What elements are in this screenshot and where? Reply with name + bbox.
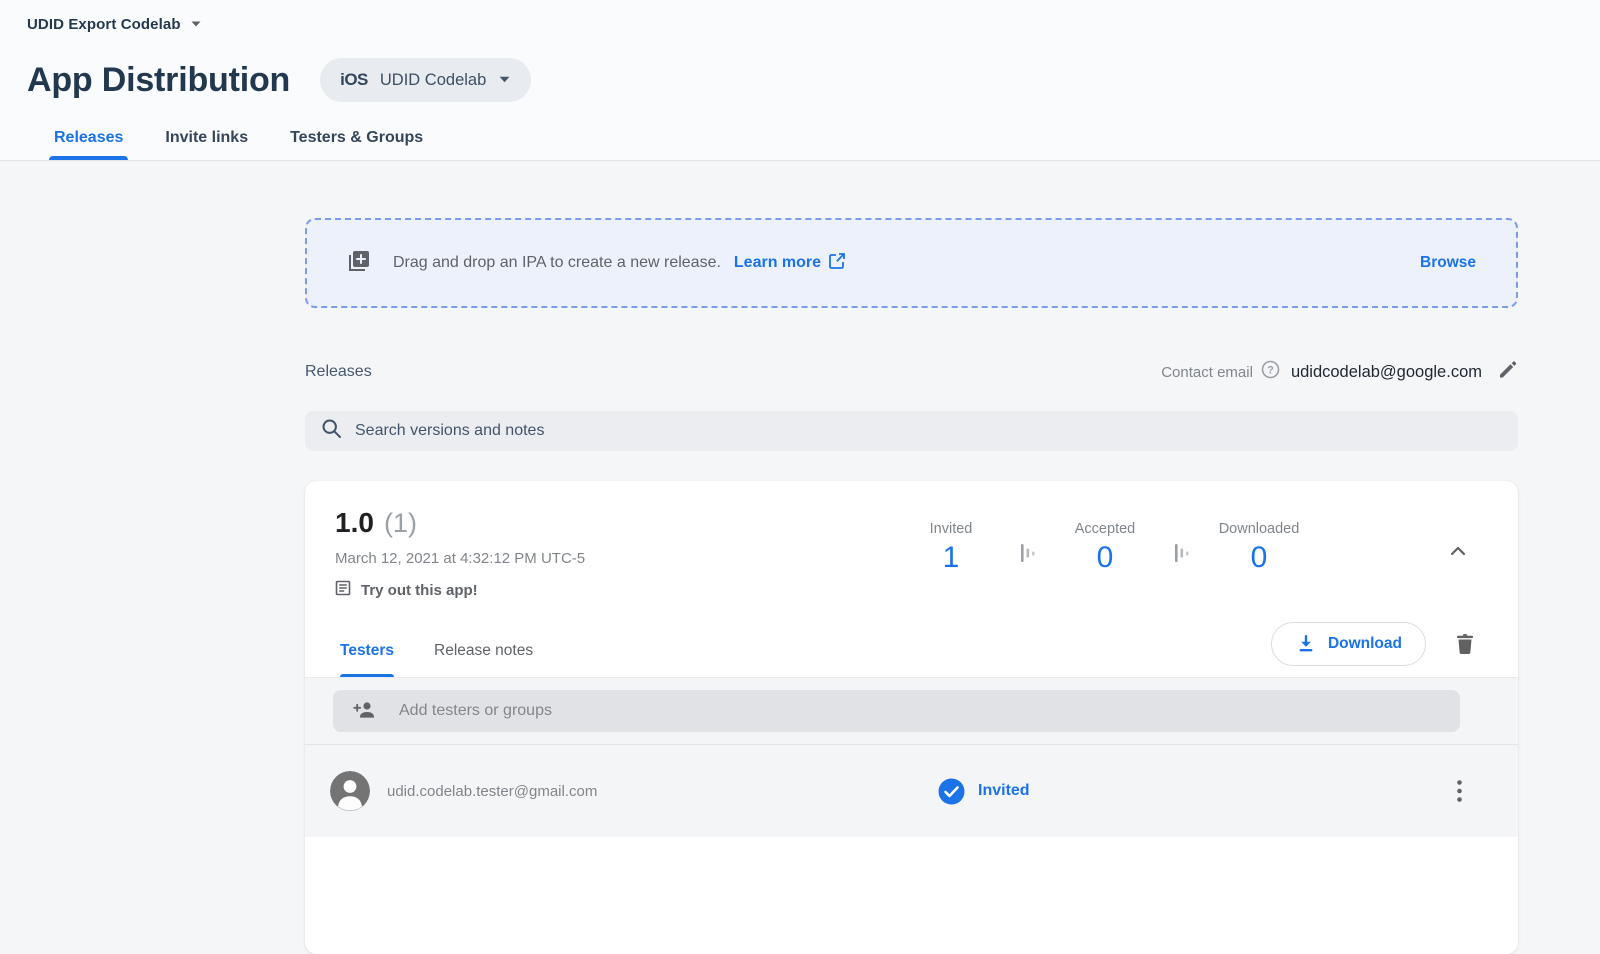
release-stats: Invited 1 Accepted 0 <box>905 521 1305 575</box>
release-build-count: (1) <box>383 508 417 538</box>
ipa-drop-zone[interactable]: Drag and drop an IPA to create a new rel… <box>305 218 1518 308</box>
learn-more-link[interactable]: Learn more <box>734 252 846 275</box>
download-icon <box>1295 633 1317 655</box>
release-version: 1.0 <box>335 507 374 538</box>
contact-email-value: udidcodelab@google.com <box>1290 362 1482 381</box>
search-input[interactable] <box>355 422 1255 440</box>
add-testers-input[interactable] <box>399 702 1199 720</box>
search-icon <box>321 418 342 444</box>
tester-email: udid.codelab.tester@gmail.com <box>387 782 598 800</box>
funnel-icon <box>1020 541 1036 570</box>
release-notes-icon <box>335 580 351 600</box>
release-notes-preview: Try out this app! <box>361 581 478 599</box>
release-tab-bar: Testers Release notes Download <box>305 622 1518 678</box>
download-label: Download <box>1327 635 1402 652</box>
help-icon[interactable]: ? <box>1261 360 1280 384</box>
page-title: App Distribution <box>27 60 291 99</box>
stat-value: 1 <box>942 541 960 574</box>
stat-downloaded: Downloaded 0 <box>1213 521 1305 575</box>
app-selector[interactable]: iOS UDID Codelab <box>320 58 532 102</box>
stat-label: Downloaded <box>1218 521 1300 537</box>
stat-invited: Invited 1 <box>905 521 997 575</box>
stat-label: Invited <box>929 521 973 537</box>
search-bar[interactable] <box>305 411 1518 451</box>
open-in-new-icon <box>828 252 846 275</box>
stat-accepted: Accepted 0 <box>1059 521 1151 575</box>
ios-platform-icon: iOS <box>340 70 368 89</box>
svg-text:?: ? <box>1267 364 1274 376</box>
tab-release-notes[interactable]: Release notes <box>434 642 534 659</box>
collapse-release-button[interactable] <box>1446 539 1470 568</box>
tester-row[interactable]: udid.codelab.tester@gmail.com Invited <box>305 744 1518 837</box>
release-card: 1.0 (1) March 12, 2021 at 4:32:12 PM UTC… <box>305 481 1518 954</box>
main-tab-bar: Releases Invite links Testers & Groups <box>27 129 1600 160</box>
tester-overflow-menu-icon[interactable] <box>1457 780 1462 802</box>
tab-testers-groups[interactable]: Testers & Groups <box>290 129 424 146</box>
stat-label: Accepted <box>1074 521 1136 537</box>
check-circle-icon <box>938 778 965 805</box>
releases-content: Drag and drop an IPA to create a new rel… <box>305 168 1518 954</box>
stat-value: 0 <box>1096 541 1114 574</box>
caret-down-icon <box>498 71 511 89</box>
avatar <box>330 771 370 811</box>
library-add-icon <box>347 249 371 278</box>
app-selector-name: UDID Codelab <box>379 70 487 89</box>
funnel-icon <box>1174 541 1190 570</box>
person-add-icon <box>353 698 376 725</box>
releases-section-title: Releases <box>305 363 372 380</box>
release-timestamp: March 12, 2021 at 4:32:12 PM UTC-5 <box>335 550 586 567</box>
edit-pencil-icon[interactable] <box>1497 359 1518 385</box>
tab-testers[interactable]: Testers <box>340 642 394 677</box>
add-testers-field[interactable] <box>333 690 1460 732</box>
download-button[interactable]: Download <box>1270 622 1426 666</box>
contact-email-label: Contact email <box>1161 363 1253 381</box>
browse-button[interactable]: Browse <box>1420 254 1476 271</box>
learn-more-label: Learn more <box>733 254 822 271</box>
stat-value: 0 <box>1250 541 1268 574</box>
tester-status-badge: Invited <box>938 778 1030 805</box>
tab-invite-links[interactable]: Invite links <box>165 129 249 146</box>
project-name: UDID Export Codelab <box>27 15 181 33</box>
testers-panel: udid.codelab.tester@gmail.com Invited <box>305 678 1518 837</box>
caret-down-icon <box>190 15 202 33</box>
card-empty-area <box>305 837 1518 947</box>
tab-releases[interactable]: Releases <box>48 129 129 160</box>
page-header: UDID Export Codelab App Distribution iOS… <box>0 0 1600 161</box>
dropzone-message: Drag and drop an IPA to create a new rel… <box>393 254 721 271</box>
delete-release-icon[interactable] <box>1454 632 1476 656</box>
project-selector[interactable]: UDID Export Codelab <box>27 15 1600 33</box>
tester-status-label: Invited <box>978 782 1030 799</box>
